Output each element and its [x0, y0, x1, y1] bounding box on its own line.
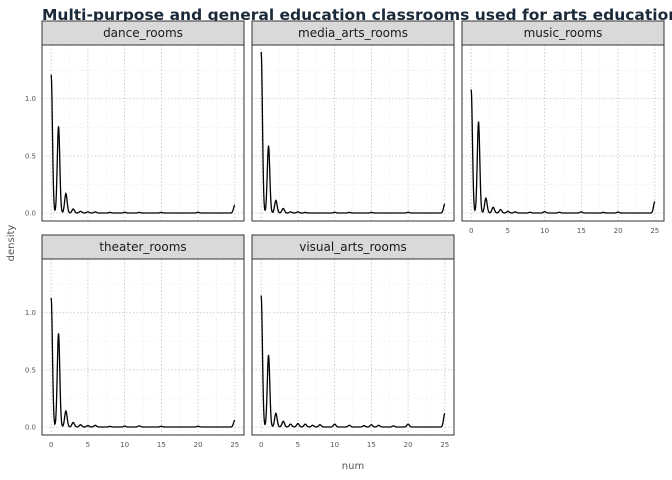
x-tick-label: 20 [404, 441, 413, 449]
facet-panel-dance-rooms: dance_rooms 0.0 0.5 1.0 [25, 20, 245, 222]
x-axis-title: num [342, 461, 364, 472]
x-tick-label: 15 [157, 441, 166, 449]
x-tick-label: 25 [440, 441, 449, 449]
panel-border [41, 44, 245, 222]
x-tick-label: 10 [120, 441, 129, 449]
x-tick-label: 5 [506, 227, 510, 235]
x-tick-label: 10 [540, 227, 549, 235]
facet-panel-visual-arts-rooms: visual_arts_rooms 0 5 10 15 20 25 [251, 234, 455, 449]
facet-strip [41, 234, 245, 260]
panel-border [251, 44, 455, 222]
x-tick-label: 25 [230, 441, 239, 449]
y-tick-label: 1.0 [25, 95, 36, 103]
density-curve [260, 295, 446, 428]
x-tick-label: 10 [330, 441, 339, 449]
y-axis-title: density [6, 225, 17, 262]
x-tick-label: 0 [259, 441, 263, 449]
y-tick-label: 1.0 [25, 309, 36, 317]
facet-strip-label: dance_rooms [103, 26, 183, 40]
x-tick-label: 20 [194, 441, 203, 449]
x-tick-label: 15 [577, 227, 586, 235]
facet-panel-media-arts-rooms: media_arts_rooms [251, 20, 455, 222]
x-tick-label: 0 [49, 441, 53, 449]
facet-strip-label: visual_arts_rooms [299, 240, 407, 254]
facet-strip-label: music_rooms [524, 26, 603, 40]
facet-strip-label: theater_rooms [99, 240, 186, 254]
panel-border [41, 258, 245, 436]
facet-strip-label: media_arts_rooms [298, 26, 408, 40]
x-tick-label: 25 [650, 227, 659, 235]
y-tick-label: 0.5 [25, 366, 36, 374]
x-tick-label: 15 [367, 441, 376, 449]
density-curve [50, 297, 236, 428]
facet-strip [41, 20, 245, 46]
y-tick-label: 0.0 [25, 424, 36, 432]
facet-panel-theater-rooms: theater_rooms 0.0 0.5 1.0 0 5 10 15 20 25 [25, 234, 245, 449]
panel-border [251, 258, 455, 436]
y-tick-label: 0.0 [25, 210, 36, 218]
facet-panels: dance_rooms 0.0 0.5 1.0 media_arts_rooms musi… [25, 20, 665, 449]
density-curve [260, 51, 446, 214]
y-tick-label: 0.5 [25, 152, 36, 160]
chart-title: Multi-purpose and general education clas… [42, 6, 672, 24]
x-tick-label: 5 [296, 441, 300, 449]
facet-strip [251, 234, 455, 260]
panel-border [461, 44, 665, 222]
density-curve [470, 89, 656, 214]
density-curve [50, 74, 236, 214]
x-tick-label: 20 [614, 227, 623, 235]
facet-panel-music-rooms: music_rooms 0 5 10 15 20 25 [461, 20, 665, 235]
x-tick-label: 5 [86, 441, 90, 449]
x-tick-label: 0 [469, 227, 473, 235]
